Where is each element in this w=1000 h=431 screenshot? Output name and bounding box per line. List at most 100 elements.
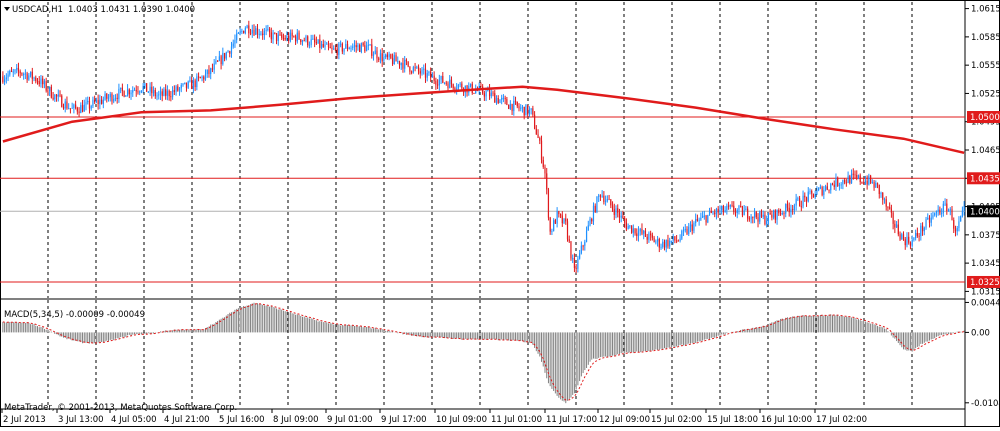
candle-body xyxy=(149,86,151,92)
candle-body xyxy=(902,234,905,240)
candle-body xyxy=(256,28,259,35)
candle-body xyxy=(703,215,705,217)
candle-body xyxy=(135,89,137,92)
candle-body xyxy=(575,267,577,269)
candle-body xyxy=(360,43,362,52)
candle-body xyxy=(781,213,783,215)
candle-body xyxy=(636,233,638,237)
candle-body xyxy=(766,220,768,225)
candle-body xyxy=(227,51,229,53)
candle-body xyxy=(639,228,641,232)
candle-body xyxy=(208,69,210,75)
candle-body xyxy=(897,224,899,235)
candle-body xyxy=(107,97,110,99)
candle-body xyxy=(374,50,376,55)
candle-body xyxy=(21,73,23,75)
candle-body xyxy=(696,219,699,221)
candle-body xyxy=(674,236,676,241)
dropdown-triangle-icon[interactable] xyxy=(4,7,10,11)
price-axis-label: 1.0315 xyxy=(971,287,1000,297)
candle-body xyxy=(537,134,539,138)
candle-body xyxy=(47,90,49,92)
candle-body xyxy=(170,96,172,98)
candle-body xyxy=(239,31,241,33)
time-axis-label: 10 Jul 09:00 xyxy=(436,415,487,425)
candle-body xyxy=(249,33,252,35)
candle-body xyxy=(163,89,165,96)
candle-body xyxy=(305,36,307,41)
candle-body xyxy=(871,181,873,183)
candle-body xyxy=(38,81,40,85)
candle-body xyxy=(508,104,510,109)
candle-body xyxy=(69,108,72,110)
candle-body xyxy=(90,106,92,109)
candle-body xyxy=(334,48,337,50)
candle-body xyxy=(771,214,773,218)
candle-body xyxy=(294,36,297,42)
candle-body xyxy=(234,39,236,44)
candle-body xyxy=(591,219,593,222)
candle-body xyxy=(613,209,615,215)
candle-body xyxy=(243,30,245,34)
candle-body xyxy=(556,211,558,224)
candle-body xyxy=(279,34,281,36)
time-axis-label: 3 Jul 13:00 xyxy=(58,415,104,425)
time-axis-label: 17 Jul 02:00 xyxy=(816,415,867,425)
candle-body xyxy=(315,42,317,44)
candle-body xyxy=(218,56,220,61)
candle-body xyxy=(852,173,854,175)
candle-body xyxy=(729,205,731,207)
candle-body xyxy=(109,93,111,98)
candle-body xyxy=(580,245,582,254)
candle-body xyxy=(388,54,390,58)
candle-body xyxy=(840,184,842,186)
candle-body xyxy=(64,101,66,109)
candle-body xyxy=(57,94,59,97)
candle-body xyxy=(289,32,291,41)
candle-body xyxy=(87,100,89,103)
symbol-label: USDCAD,H1 xyxy=(12,5,63,15)
candle-body xyxy=(740,206,742,208)
candle-body xyxy=(823,189,825,195)
moving-average-line xyxy=(2,85,965,155)
current-price-tag xyxy=(967,205,1000,218)
candle-body xyxy=(717,208,719,213)
candle-body xyxy=(383,57,385,62)
candle-body xyxy=(882,192,884,200)
candle-body xyxy=(217,60,219,62)
candle-body xyxy=(502,97,505,99)
candle-body xyxy=(416,66,418,68)
candle-body xyxy=(379,53,382,60)
candle-body xyxy=(532,108,534,115)
candle-body xyxy=(584,241,586,246)
candle-body xyxy=(724,210,726,213)
candle-body xyxy=(558,211,560,215)
candle-body xyxy=(114,97,117,99)
candle-body xyxy=(319,39,321,48)
candle-body xyxy=(842,180,844,185)
candle-body xyxy=(220,56,222,65)
candle-body xyxy=(106,93,108,99)
price-axis-label: 1.0465 xyxy=(971,146,1000,156)
candle-body xyxy=(268,28,271,33)
candle-body xyxy=(634,228,636,234)
candle-body xyxy=(861,181,863,183)
candle-body xyxy=(272,32,274,40)
candle-body xyxy=(516,101,518,107)
current-price-tag-label: 1.0400 xyxy=(970,207,1000,217)
time-axis-label: 15 Jul 02:00 xyxy=(651,415,702,425)
time-axis-label: 11 Jul 01:00 xyxy=(491,415,542,425)
candle-body xyxy=(412,67,414,73)
candle-body xyxy=(194,80,196,87)
candle-body xyxy=(230,46,233,54)
candle-body xyxy=(81,105,84,112)
candle-body xyxy=(449,79,451,89)
candle-body xyxy=(140,90,143,92)
candle-body xyxy=(908,236,910,243)
time-axis-label: 8 Jul 09:00 xyxy=(273,415,319,425)
candle-body xyxy=(921,225,924,232)
candle-body xyxy=(805,197,808,202)
candle-body xyxy=(887,206,889,208)
